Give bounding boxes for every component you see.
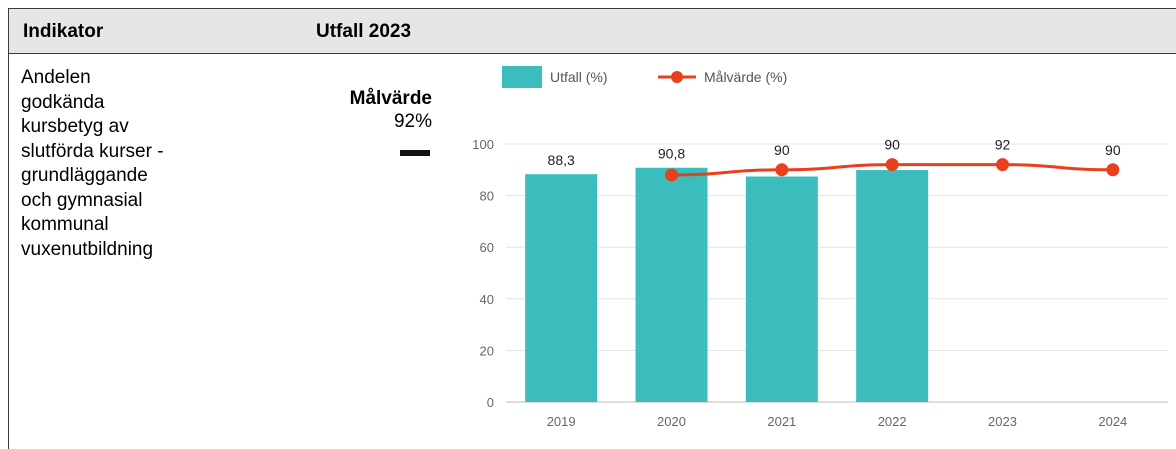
y-tick-label: 60 [480,240,494,255]
bar [635,167,708,402]
target-data-label: 90 [884,137,900,153]
legend-swatch-marker [671,71,683,83]
target-data-label: 92 [995,137,1011,153]
target-point [665,168,678,182]
bar-data-label: 88,3 [548,152,575,168]
target-label: Målvärde [349,88,432,109]
y-tick-label: 20 [480,343,494,358]
legend-swatch-bars [502,66,542,88]
target-point [775,163,789,177]
trend-dash-icon [400,150,430,156]
bar [745,176,818,402]
x-tick-label: 2024 [1098,414,1127,429]
outcome-chart: 0 20 40 60 80 100 2019 2020 2021 2022 2023 2024 88,3… [472,66,1168,429]
y-tick-label: 40 [480,292,494,307]
target-point [996,158,1009,172]
legend-label-bars: Utfall (%) [550,69,608,85]
indicator-description: Andelen godkända kursbetyg av slutförda … [21,67,164,260]
target-point [1106,163,1120,177]
target-data-label: 90 [1105,142,1121,158]
x-tick-label: 2020 [657,414,686,429]
y-tick-label: 100 [472,137,494,152]
y-tick-label: 80 [480,189,494,204]
x-tick-label: 2019 [547,414,576,429]
target-point [885,158,899,172]
target-data-label: 90 [774,142,790,158]
bar [856,170,929,402]
legend-label-line: Målvärde (%) [704,69,787,85]
target-block: Målvärde 92% [300,88,432,156]
bar-data-label: 90,8 [658,146,685,162]
x-tick-label: 2023 [988,414,1017,429]
x-tick-label: 2021 [767,414,796,429]
column-header-indicator: Indikator [23,21,104,42]
x-tick-label: 2022 [878,414,907,429]
table-header-row: Indikator Utfall 2023 [8,8,1176,54]
column-header-outcome: Utfall 2023 [316,21,412,42]
target-value: 92% [393,111,432,132]
y-tick-label: 0 [487,395,494,410]
bar [525,174,598,402]
